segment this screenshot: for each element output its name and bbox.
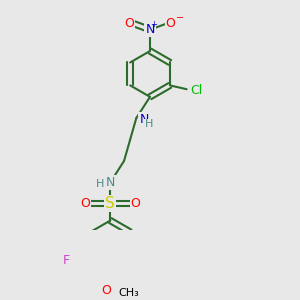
Text: H: H <box>95 179 104 189</box>
Text: H: H <box>145 119 153 129</box>
Text: O: O <box>80 197 90 210</box>
Text: O: O <box>166 17 176 30</box>
Text: N: N <box>145 23 155 36</box>
Text: O: O <box>130 197 140 210</box>
Text: CH₃: CH₃ <box>118 288 139 298</box>
Text: F: F <box>62 254 70 267</box>
Text: N: N <box>106 176 115 189</box>
Text: N: N <box>139 113 149 126</box>
Text: O: O <box>101 284 111 297</box>
Text: −: − <box>176 13 184 23</box>
Text: S: S <box>105 196 115 211</box>
Text: Cl: Cl <box>190 84 203 97</box>
Text: O: O <box>124 17 134 30</box>
Text: +: + <box>150 20 157 29</box>
